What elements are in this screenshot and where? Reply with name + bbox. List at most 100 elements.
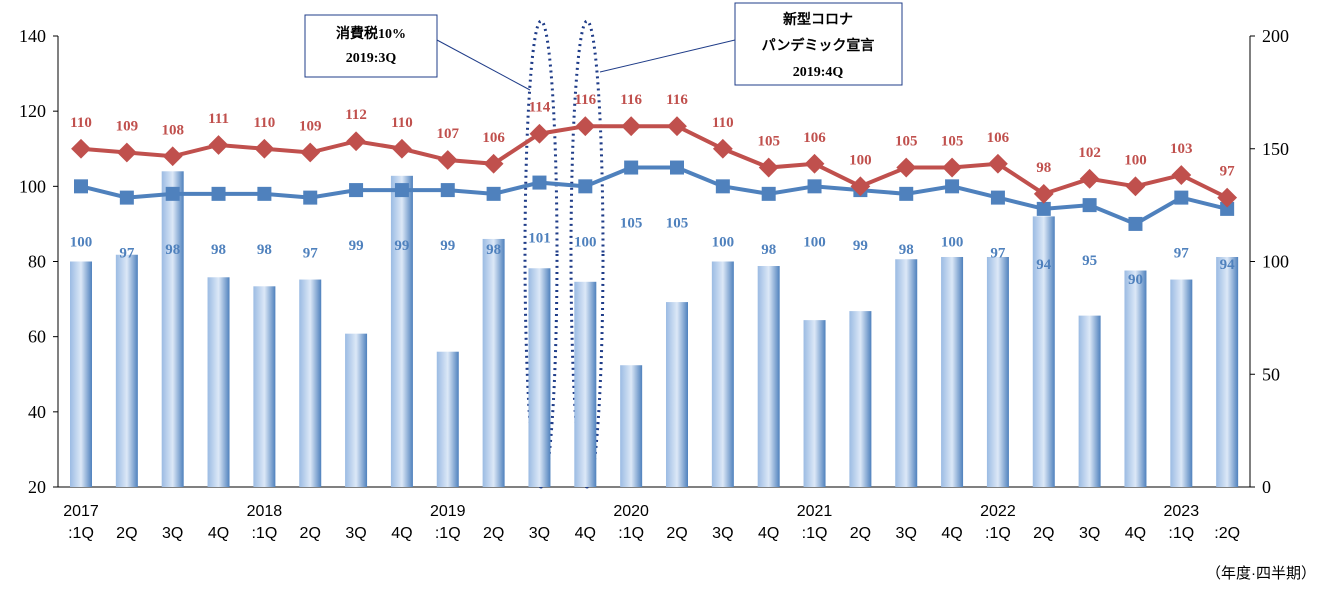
bar <box>757 266 780 487</box>
marker <box>1174 190 1189 205</box>
bar <box>1078 315 1101 487</box>
y-tick-label: 60 <box>28 327 46 347</box>
y-tick-label: 100 <box>19 176 46 196</box>
x-tick-label: 4Q <box>758 525 779 542</box>
bar <box>207 277 230 487</box>
marker <box>1217 187 1238 208</box>
marker <box>945 179 960 194</box>
x-tick-label: 2018:1Q <box>247 503 283 542</box>
bar <box>620 365 643 487</box>
data-label: 116 <box>574 92 596 108</box>
bar <box>161 171 184 488</box>
data-label: 106 <box>803 130 826 146</box>
marker <box>1125 176 1146 197</box>
marker <box>257 186 272 201</box>
x-tick-label: 3Q <box>712 525 733 542</box>
marker <box>74 179 88 194</box>
y-tick-label: 140 <box>19 26 46 46</box>
data-label: 107 <box>437 126 460 142</box>
marker <box>162 146 183 167</box>
data-label: 100 <box>941 234 964 250</box>
x-tick-label: 2019:1Q <box>430 503 466 542</box>
x-tick-label: 4Q <box>208 525 229 542</box>
data-label: 112 <box>345 107 367 123</box>
data-label: 105 <box>895 134 918 150</box>
marker <box>532 175 547 190</box>
callout-line <box>599 39 736 73</box>
marker <box>990 190 1005 205</box>
marker <box>1171 165 1192 185</box>
bar <box>115 254 138 487</box>
marker <box>1220 201 1235 216</box>
line <box>80 124 1229 200</box>
data-label: 110 <box>391 115 413 131</box>
data-label: 98 <box>486 242 501 258</box>
data-label: 111 <box>208 111 229 127</box>
x-tick-label: 2Q <box>666 525 687 542</box>
data-label: 99 <box>853 238 868 254</box>
data-label: 100 <box>849 152 872 168</box>
y2-tick-label: 100 <box>1262 252 1289 272</box>
x-tick-label: 3Q <box>896 525 917 542</box>
marker <box>578 179 593 194</box>
x-tick-label: 2Q <box>850 525 871 542</box>
x-tick-label: 3Q <box>1079 525 1100 542</box>
y-tick-label: 20 <box>28 477 46 497</box>
marker <box>300 142 321 163</box>
data-label: 109 <box>299 119 322 135</box>
marker <box>758 157 779 178</box>
data-label: 98 <box>165 242 180 258</box>
marker <box>667 116 687 137</box>
annotation: 消費税10% <box>336 25 406 42</box>
marker <box>1033 183 1054 204</box>
x-tick-label: 3Q <box>162 525 183 542</box>
data-label: 98 <box>257 242 272 258</box>
data-label: 94 <box>1036 257 1052 273</box>
marker <box>715 179 730 194</box>
bar <box>70 261 92 487</box>
data-label: 98 <box>1036 160 1051 176</box>
x-tick-label: 2020:1Q <box>613 503 649 542</box>
data-label: 98 <box>211 242 226 258</box>
x-tick-label: 2Q <box>483 525 504 542</box>
data-label: 97 <box>303 246 319 262</box>
data-label: 90 <box>1128 272 1143 288</box>
data-label: 110 <box>712 115 734 131</box>
x-tick-label: 2Q <box>1033 525 1054 542</box>
data-label: 99 <box>349 238 364 254</box>
marker <box>440 183 455 198</box>
y2-tick-label: 50 <box>1262 364 1280 384</box>
data-label: 109 <box>116 119 139 135</box>
data-label: 106 <box>987 130 1010 146</box>
bar <box>528 268 551 487</box>
data-label: 97 <box>990 246 1006 262</box>
y2-tick-label: 150 <box>1262 139 1289 159</box>
annotation: パンデミック宣言 <box>762 37 875 54</box>
data-label: 100 <box>712 234 735 250</box>
x-tick-label: 2017:1Q <box>63 503 99 542</box>
data-label: 100 <box>574 234 597 250</box>
x-tick-label: 4Q <box>575 525 596 542</box>
marker <box>761 186 776 201</box>
bar <box>849 311 872 487</box>
bar <box>345 333 368 487</box>
x-tick-label: 2021:1Q <box>797 503 833 542</box>
bar <box>1170 279 1193 487</box>
marker <box>303 190 318 205</box>
bar <box>299 279 322 487</box>
data-label: 105 <box>941 134 964 150</box>
annotation: 2019:4Q <box>793 65 844 80</box>
marker <box>349 183 364 198</box>
marker <box>942 157 962 178</box>
data-label: 108 <box>161 122 184 138</box>
x-tick-label: 2022:1Q <box>980 503 1016 542</box>
data-label: 106 <box>482 130 505 146</box>
bar <box>436 351 459 487</box>
data-label: 105 <box>620 216 643 232</box>
marker <box>896 157 917 178</box>
marker <box>483 153 504 174</box>
bar <box>1032 216 1055 487</box>
bar <box>390 175 413 487</box>
marker <box>208 135 229 155</box>
